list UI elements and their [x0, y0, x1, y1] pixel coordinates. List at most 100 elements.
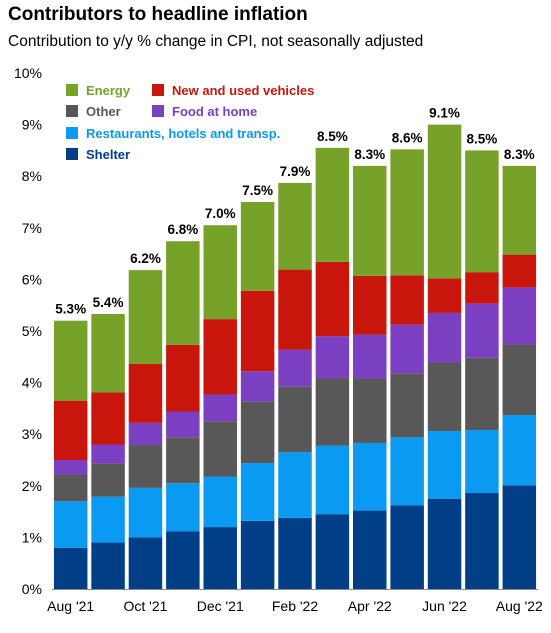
bar-segment	[240, 520, 275, 589]
bar-segment	[240, 371, 275, 402]
bar-segment	[128, 537, 163, 589]
bar-segment	[465, 150, 499, 273]
y-tick-label: 8%	[22, 168, 42, 184]
legend: Energy New and used vehicles Other Food at …	[66, 83, 314, 162]
total-data-label: 6.8%	[167, 222, 198, 237]
bar-segment	[166, 241, 200, 345]
bar-segment	[166, 531, 200, 589]
bar-segment	[390, 275, 424, 325]
total-data-label: 8.5%	[317, 129, 348, 144]
bar-segment	[91, 463, 125, 497]
bar-segment	[91, 496, 125, 543]
bar-segment	[203, 394, 237, 422]
bar-segment	[465, 357, 499, 431]
bar-segment	[53, 474, 88, 502]
bar-segment	[315, 261, 350, 337]
total-label-layer: 5.3% 5.4% 6.2% 6.8% 7.0% 7.5% 7.9% 8.5% 8.3% 8.6%…	[55, 106, 534, 317]
legend-label: Other	[86, 104, 121, 119]
bar-segment	[502, 344, 537, 416]
total-data-label: 5.3%	[55, 302, 86, 317]
y-tick-label: 7%	[22, 220, 42, 236]
bar-segment	[353, 378, 387, 443]
total-data-label: 8.3%	[504, 147, 535, 162]
x-tick-label: Feb '22	[272, 598, 318, 614]
bar-segment	[465, 493, 499, 589]
y-tick-label: 4%	[22, 375, 42, 391]
chart-title: Contributors to headline inflation	[8, 4, 308, 25]
bar-segment	[315, 514, 350, 589]
bar-segment	[427, 312, 462, 363]
bar-segment	[502, 165, 537, 255]
bar-segment	[465, 430, 499, 494]
bar-segment	[465, 272, 499, 304]
legend-swatch	[66, 84, 78, 96]
bar-segment	[203, 319, 237, 395]
bar-segment	[203, 421, 237, 477]
bar-segment	[91, 542, 125, 589]
bar-segment	[278, 517, 312, 589]
legend-swatch	[66, 148, 78, 160]
bar-segment	[502, 485, 537, 589]
bar-segment	[427, 278, 462, 313]
bar-segment	[240, 401, 275, 464]
x-tick-label: Aug '21	[47, 598, 94, 614]
legend-label: Shelter	[86, 147, 130, 162]
y-tick-label: 9%	[22, 117, 42, 133]
bar-segment	[465, 303, 499, 358]
bar-segment	[353, 165, 387, 276]
y-tick-label: 1%	[22, 529, 42, 545]
bar-segment	[502, 287, 537, 345]
bar-segment	[166, 411, 200, 438]
total-data-label: 7.0%	[205, 206, 236, 221]
bar-segment	[203, 476, 237, 528]
total-data-label: 8.3%	[354, 147, 385, 162]
chart-subtitle: Contribution to y/y % change in CPI, not…	[8, 33, 424, 50]
y-tick-label: 2%	[22, 478, 42, 494]
total-data-label: 6.2%	[130, 251, 161, 266]
bar-segment	[353, 510, 387, 589]
bar-segment	[502, 254, 537, 288]
y-tick-label: 5%	[22, 323, 42, 339]
bar-segment	[240, 202, 275, 291]
total-data-label: 5.4%	[93, 295, 124, 310]
bar-segment	[278, 386, 312, 453]
bar-segment	[353, 275, 387, 335]
x-tick-label: Jun '22	[422, 598, 467, 614]
bar-segment	[128, 445, 163, 488]
bar-segment	[53, 547, 88, 589]
legend-swatch	[152, 84, 164, 96]
y-tick-label: 6%	[22, 271, 42, 287]
axis-layer: 0% 1% 2% 3% 4% 5% 6% 7% 8% 9% 10% Aug '21 Oct '21 Dec…	[14, 65, 543, 614]
bar-segment	[427, 431, 462, 499]
bar-segment	[203, 527, 237, 589]
x-tick-label: Apr '22	[348, 598, 392, 614]
bar-segment	[427, 362, 462, 432]
bar-segment	[390, 324, 424, 374]
legend-label: Restaurants, hotels and transp.	[86, 126, 280, 141]
total-data-label: 9.1%	[429, 106, 460, 121]
x-tick-label: Oct '21	[124, 598, 168, 614]
bar-segment	[53, 320, 88, 401]
bar-segment	[203, 225, 237, 320]
bar-segment	[427, 124, 462, 279]
bar-segment	[91, 313, 125, 393]
bar-segment	[53, 460, 88, 475]
bar-segment	[278, 452, 312, 518]
bar-segment	[240, 463, 275, 521]
bar-segment	[166, 437, 200, 484]
bar-layer	[53, 124, 537, 589]
bar-segment	[502, 415, 537, 486]
y-tick-label: 3%	[22, 426, 42, 442]
bar-segment	[390, 149, 424, 276]
bar-segment	[278, 269, 312, 350]
bar-segment	[315, 445, 350, 515]
bar-segment	[390, 437, 424, 506]
bar-segment	[128, 364, 163, 423]
legend-swatch	[66, 127, 78, 139]
y-tick-label: 10%	[14, 65, 42, 81]
bar-segment	[53, 400, 88, 460]
bar-segment	[240, 290, 275, 372]
bar-segment	[353, 442, 387, 511]
